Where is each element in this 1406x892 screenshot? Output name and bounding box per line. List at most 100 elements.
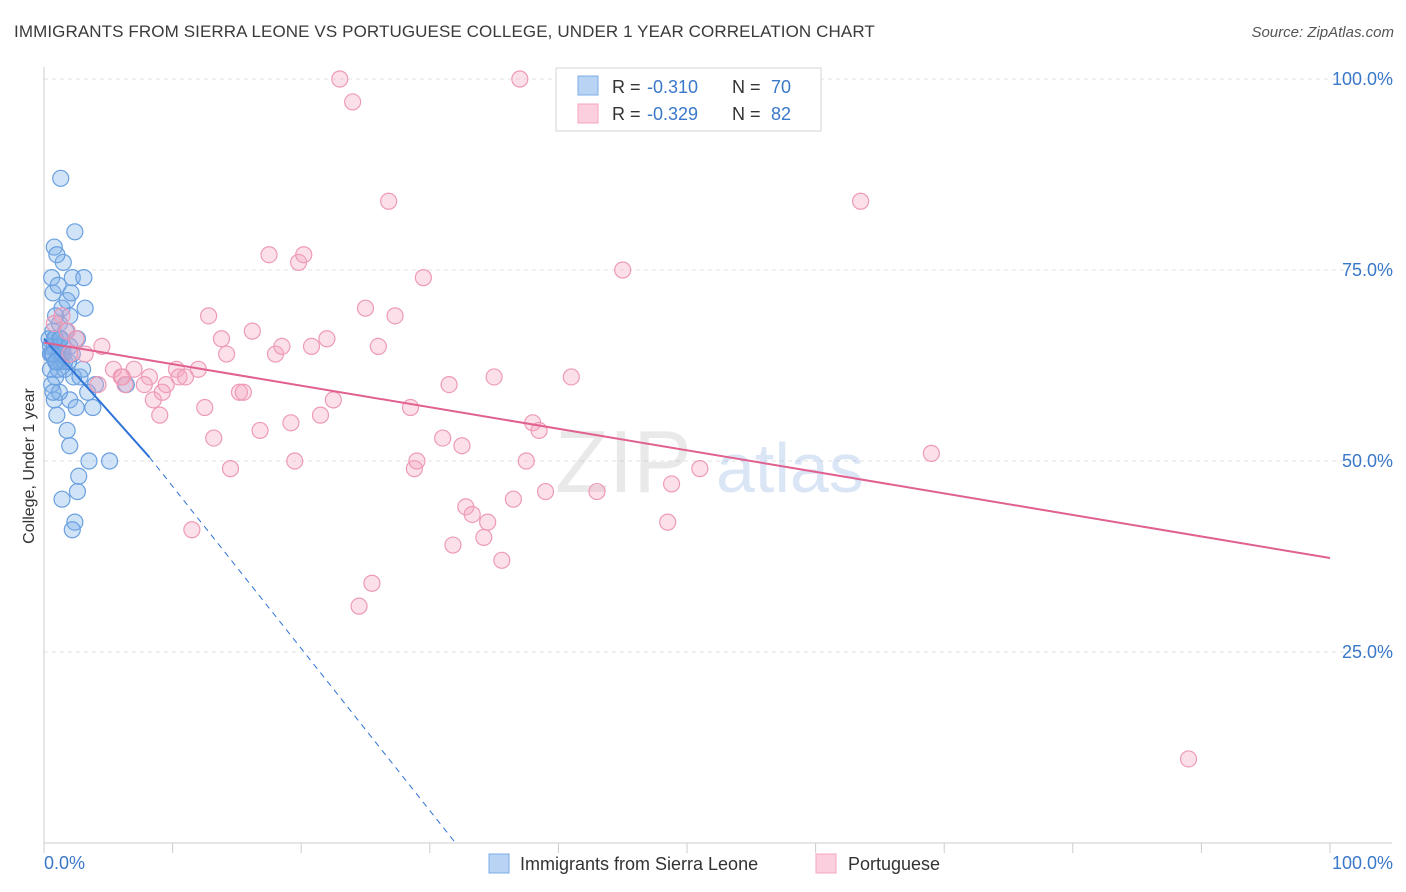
trend-line-sierra-leone bbox=[43, 338, 151, 458]
portuguese-point-27 bbox=[251, 421, 269, 440]
portuguese-point-71 bbox=[691, 460, 709, 478]
sierra-leone-point-24 bbox=[66, 223, 84, 241]
portuguese-point-56 bbox=[463, 505, 481, 524]
portuguese-point-43 bbox=[363, 574, 381, 592]
portuguese-point-44 bbox=[369, 337, 387, 355]
chart-title: IMMIGRANTS FROM SIERRA LEONE VS PORTUGUE… bbox=[14, 22, 875, 41]
portuguese-point-59 bbox=[485, 368, 503, 386]
portuguese-point-74 bbox=[1179, 750, 1198, 768]
portuguese-point-19 bbox=[200, 307, 218, 325]
portuguese-point-3 bbox=[67, 330, 85, 348]
portuguese-point-40 bbox=[344, 93, 362, 111]
series-legend: Immigrants from Sierra Leone Portuguese bbox=[488, 853, 940, 874]
legend-r-label-2: R = bbox=[612, 104, 641, 124]
portuguese-point-20 bbox=[205, 429, 223, 447]
y-tick-label-0: 100.0% bbox=[1332, 69, 1393, 89]
portuguese-point-23 bbox=[221, 460, 240, 478]
portuguese-point-35 bbox=[302, 337, 321, 355]
series-legend-label-pink: Portuguese bbox=[848, 854, 940, 874]
portuguese-point-25 bbox=[234, 383, 252, 401]
watermark-zip: ZIP bbox=[555, 412, 692, 511]
portuguese-point-66 bbox=[562, 368, 580, 386]
portuguese-point-12 bbox=[151, 406, 169, 424]
sierra-leone-point-23 bbox=[48, 246, 66, 264]
trend-line-portuguese bbox=[43, 341, 1331, 560]
sierra-leone-point-50 bbox=[68, 482, 87, 501]
y-tick-label-2: 50.0% bbox=[1342, 451, 1393, 471]
portuguese-point-49 bbox=[408, 452, 426, 470]
legend-r-value-2: -0.329 bbox=[647, 104, 698, 124]
axes bbox=[43, 67, 1392, 853]
correlation-legend: R = -0.310 N = 70 R = -0.329 N = 82 bbox=[555, 67, 822, 132]
legend-r-label-1: R = bbox=[612, 77, 641, 97]
tick-labels: 100.0% 75.0% 50.0% 25.0% 0.0% 100.0% bbox=[44, 69, 1393, 873]
portuguese-point-75 bbox=[511, 70, 529, 88]
portuguese-point-67 bbox=[588, 482, 606, 501]
sierra-leone-point-49 bbox=[70, 467, 88, 485]
x-tick-label-1: 100.0% bbox=[1332, 853, 1393, 873]
portuguese-point-22 bbox=[218, 345, 236, 363]
portuguese-point-32 bbox=[286, 452, 304, 470]
sierra-leone-point-14 bbox=[48, 406, 66, 424]
portuguese-point-69 bbox=[659, 513, 677, 531]
portuguese-point-62 bbox=[517, 452, 535, 470]
y-tick-label-3: 25.0% bbox=[1342, 642, 1393, 662]
sierra-leone-point-46 bbox=[61, 437, 79, 455]
sierra-leone-point-48 bbox=[100, 452, 119, 470]
portuguese-point-36 bbox=[311, 406, 330, 424]
portuguese-point-16 bbox=[176, 368, 195, 386]
series-legend-swatch-pink bbox=[815, 853, 837, 874]
series-legend-swatch-blue bbox=[488, 853, 510, 874]
portuguese-point-60 bbox=[493, 551, 511, 569]
portuguese-point-18 bbox=[196, 398, 214, 417]
portuguese-point-51 bbox=[434, 429, 452, 447]
sierra-leone-point-53 bbox=[63, 521, 81, 539]
portuguese-point-41 bbox=[350, 597, 368, 615]
sierra-leone-point-25 bbox=[52, 169, 70, 187]
portuguese-point-39 bbox=[331, 70, 349, 88]
sierra-leone-point-45 bbox=[58, 421, 76, 440]
sierra-leone-point-69 bbox=[46, 353, 65, 371]
portuguese-point-37 bbox=[318, 330, 336, 348]
portuguese-point-1 bbox=[53, 307, 71, 325]
legend-n-label-1: N = bbox=[732, 77, 761, 97]
portuguese-point-73 bbox=[922, 444, 940, 462]
data-points bbox=[40, 70, 1198, 768]
sierra-leone-point-40 bbox=[50, 383, 69, 401]
sierra-leone-point-43 bbox=[84, 398, 102, 417]
sierra-leone-point-44 bbox=[67, 398, 85, 417]
legend-swatch-blue bbox=[577, 75, 599, 96]
source-credit: Source: ZipAtlas.com bbox=[1251, 24, 1394, 41]
y-tick-label-1: 75.0% bbox=[1342, 260, 1393, 280]
portuguese-point-65 bbox=[536, 482, 555, 501]
portuguese-point-70 bbox=[662, 475, 681, 493]
portuguese-point-4 bbox=[89, 376, 107, 394]
portuguese-point-72 bbox=[852, 192, 870, 210]
sierra-leone-point-30 bbox=[62, 284, 80, 302]
portuguese-point-42 bbox=[356, 299, 375, 317]
portuguese-point-34 bbox=[295, 246, 313, 264]
portuguese-point-53 bbox=[444, 536, 462, 554]
sierra-leone-point-29 bbox=[76, 299, 94, 317]
portuguese-point-17 bbox=[183, 521, 201, 539]
portuguese-point-24 bbox=[230, 383, 249, 401]
sierra-leone-point-41 bbox=[44, 383, 62, 401]
portuguese-point-15 bbox=[170, 368, 188, 386]
sierra-leone-point-47 bbox=[80, 452, 98, 470]
legend-swatch-pink bbox=[577, 103, 599, 124]
y-axis-label: College, Under 1 year bbox=[21, 388, 38, 544]
portuguese-point-5 bbox=[93, 337, 111, 355]
legend-r-value-1: -0.310 bbox=[647, 77, 698, 97]
portuguese-point-58 bbox=[479, 513, 497, 531]
sierra-leone-point-51 bbox=[53, 490, 71, 508]
portuguese-point-68 bbox=[614, 261, 632, 279]
legend-n-label-2: N = bbox=[732, 104, 761, 124]
portuguese-point-54 bbox=[453, 437, 471, 455]
portuguese-point-30 bbox=[273, 337, 291, 355]
portuguese-point-31 bbox=[282, 414, 300, 432]
series-legend-label-blue: Immigrants from Sierra Leone bbox=[520, 854, 758, 874]
portuguese-point-52 bbox=[440, 376, 458, 394]
sierra-leone-point-27 bbox=[49, 276, 67, 294]
sierra-leone-point-28 bbox=[75, 269, 93, 287]
